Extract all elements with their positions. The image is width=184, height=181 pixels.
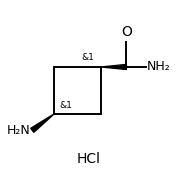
Text: H₂N: H₂N xyxy=(7,124,31,137)
Text: NH₂: NH₂ xyxy=(147,60,171,73)
Text: &1: &1 xyxy=(59,101,72,110)
Text: O: O xyxy=(121,26,132,39)
Polygon shape xyxy=(101,64,126,70)
Text: HCl: HCl xyxy=(76,152,100,166)
Text: &1: &1 xyxy=(81,53,94,62)
Polygon shape xyxy=(31,114,54,132)
